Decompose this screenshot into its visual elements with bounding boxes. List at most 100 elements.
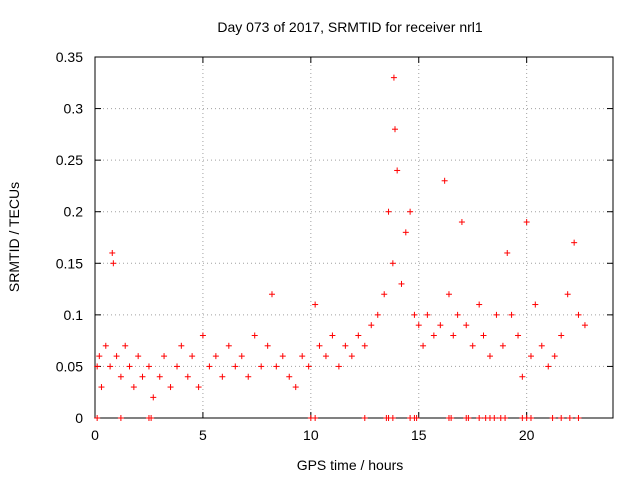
data-point: [348, 353, 355, 360]
data-point: [476, 301, 483, 308]
data-point: [139, 373, 146, 380]
data-point: [126, 363, 133, 370]
data-point: [342, 342, 349, 349]
data-point: [292, 384, 299, 391]
data-point: [523, 219, 530, 226]
data-point: [113, 353, 120, 360]
data-point: [135, 353, 142, 360]
data-point: [178, 342, 185, 349]
data-point: [424, 311, 431, 318]
data-point: [150, 394, 157, 401]
data-point: [117, 373, 124, 380]
data-point: [329, 332, 336, 339]
data-point: [94, 363, 101, 370]
data-point: [411, 311, 418, 318]
x-tick-label: 0: [91, 427, 99, 443]
data-point: [551, 353, 558, 360]
data-point: [279, 353, 286, 360]
data-point: [575, 415, 582, 421]
chart-title: Day 073 of 2017, SRMTID for receiver nrl…: [217, 19, 483, 35]
data-point: [381, 291, 388, 298]
data-point: [312, 301, 319, 308]
data-point: [195, 384, 202, 391]
data-point: [110, 260, 117, 267]
plot-area-border: [94, 56, 614, 419]
x-tick-label: 10: [303, 427, 319, 443]
data-point: [374, 311, 381, 318]
grid: [95, 57, 613, 418]
data-point: [515, 332, 522, 339]
data-point: [430, 332, 437, 339]
y-tick-label: 0.35: [56, 49, 83, 65]
data-point: [385, 208, 392, 215]
data-point: [98, 384, 105, 391]
data-point: [571, 239, 578, 246]
data-point: [299, 353, 306, 360]
y-axis-label: SRMTID / TECUs: [6, 182, 22, 292]
data-point: [312, 415, 319, 421]
data-point: [538, 342, 545, 349]
data-point: [476, 415, 483, 421]
data-point: [145, 363, 152, 370]
data-point: [148, 415, 155, 421]
data-point: [322, 353, 329, 360]
data-point: [454, 311, 461, 318]
data-point: [527, 353, 534, 360]
data-point: [415, 322, 422, 329]
data-point: [441, 177, 448, 184]
data-points: [94, 74, 588, 421]
data-point: [581, 322, 588, 329]
data-point: [545, 363, 552, 370]
data-point: [564, 291, 571, 298]
data-point: [558, 332, 565, 339]
data-point: [94, 415, 101, 421]
data-point: [273, 363, 280, 370]
data-point: [122, 342, 129, 349]
data-point: [161, 353, 168, 360]
data-point: [184, 373, 191, 380]
y-tick-label: 0.15: [56, 255, 83, 271]
data-point: [286, 373, 293, 380]
x-tick-label: 15: [411, 427, 427, 443]
data-point: [258, 363, 265, 370]
data-point: [264, 342, 271, 349]
data-point: [575, 311, 582, 318]
data-point: [392, 126, 399, 133]
data-point: [96, 353, 103, 360]
data-point: [502, 415, 509, 421]
data-point: [420, 342, 427, 349]
data-point: [368, 322, 375, 329]
data-point: [469, 342, 476, 349]
data-point: [558, 415, 565, 421]
data-point: [389, 415, 396, 421]
data-point: [504, 249, 511, 256]
data-point: [225, 342, 232, 349]
data-point: [519, 373, 526, 380]
x-axis-label: GPS time / hours: [297, 457, 404, 473]
y-tick-label: 0.05: [56, 358, 83, 374]
data-point: [251, 332, 258, 339]
data-point: [493, 311, 500, 318]
data-point: [402, 229, 409, 236]
data-point: [107, 363, 114, 370]
data-point: [549, 415, 556, 421]
data-point: [480, 332, 487, 339]
y-tick-label: 0.1: [64, 307, 84, 323]
data-point: [361, 415, 368, 421]
data-point: [219, 373, 226, 380]
data-point: [491, 415, 498, 421]
data-point: [486, 353, 493, 360]
y-tick-label: 0.3: [64, 101, 84, 117]
x-tick-label: 5: [199, 427, 207, 443]
data-point: [450, 332, 457, 339]
data-point: [189, 353, 196, 360]
data-point: [130, 384, 137, 391]
data-point: [232, 363, 239, 370]
data-point: [199, 332, 206, 339]
y-tick-label: 0.2: [64, 204, 84, 220]
data-point: [355, 332, 362, 339]
data-point: [448, 415, 455, 421]
data-point: [458, 219, 465, 226]
data-point: [463, 322, 470, 329]
data-point: [361, 342, 368, 349]
